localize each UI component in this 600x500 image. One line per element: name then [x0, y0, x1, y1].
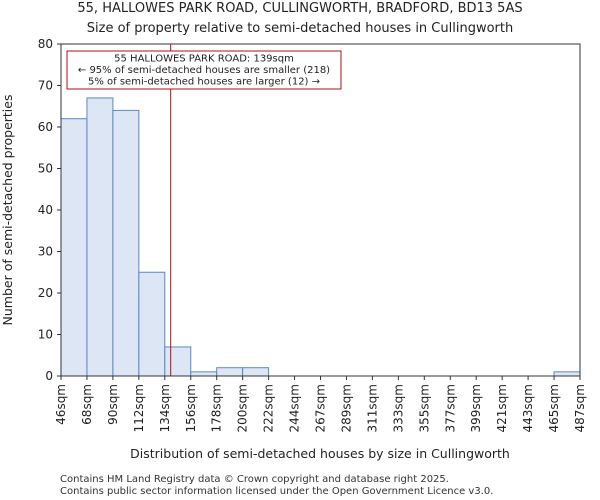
y-tick-label: 20	[38, 286, 53, 300]
histogram-bar	[190, 371, 218, 377]
x-tick-label: 222sqm	[262, 384, 276, 432]
y-tick-label: 80	[38, 37, 53, 51]
histogram-bar	[242, 367, 270, 377]
annotation-line-2: ← 95% of semi-detached houses are smalle…	[78, 65, 330, 76]
y-tick-label: 10	[38, 328, 53, 342]
y-tick-label: 70	[38, 79, 53, 93]
x-tick-label: 112sqm	[132, 384, 146, 432]
annotation-line-3: 5% of semi-detached houses are larger (1…	[88, 77, 320, 88]
y-tick-label: 0	[45, 369, 53, 383]
x-tick-label: 244sqm	[288, 384, 302, 432]
histogram-bar	[138, 271, 166, 377]
y-tick-label: 30	[38, 245, 53, 259]
annotation-box: 55 HALLOWES PARK ROAD: 139sqm ← 95% of s…	[66, 50, 342, 90]
y-tick-label: 40	[38, 203, 53, 217]
x-axis: 46sqm 68sqm 90sqm 112sqm 134sqm 156sqm 178sqm 2…	[54, 376, 587, 432]
x-tick-label: 200sqm	[236, 384, 250, 432]
x-tick-label: 178sqm	[210, 384, 224, 432]
chart-subtitle: Size of property relative to semi-detach…	[87, 21, 513, 36]
plot-frame	[60, 43, 581, 377]
histogram-bar	[216, 367, 244, 377]
x-tick-label: 465sqm	[547, 384, 561, 432]
x-tick-label: 311sqm	[365, 384, 379, 432]
x-tick-label: 134sqm	[158, 384, 172, 432]
footer-line-2: Contains public sector information licen…	[60, 486, 493, 497]
histogram-bar	[553, 371, 581, 377]
y-tick-label: 50	[38, 162, 53, 176]
y-tick-label: 60	[38, 120, 53, 134]
histogram-bar	[164, 346, 192, 377]
x-tick-label: 377sqm	[443, 384, 457, 432]
x-tick-label: 289sqm	[339, 384, 353, 432]
x-tick-label: 68sqm	[80, 384, 94, 425]
annotation-line-1: 55 HALLOWES PARK ROAD: 139sqm	[114, 54, 294, 65]
x-tick-label: 267sqm	[314, 384, 328, 432]
x-axis-label: Distribution of semi-detached houses by …	[130, 446, 510, 461]
histogram-bar	[112, 109, 140, 377]
histogram-bar	[60, 118, 88, 377]
histogram-bar	[86, 97, 114, 377]
bars-layer	[60, 97, 581, 377]
x-tick-label: 399sqm	[469, 384, 483, 432]
x-tick-label: 90sqm	[106, 384, 120, 425]
x-tick-label: 443sqm	[521, 384, 535, 432]
y-axis-label: Number of semi-detached properties	[0, 95, 15, 326]
annotation-frame	[66, 50, 342, 90]
x-tick-label: 421sqm	[495, 384, 509, 432]
x-tick-label: 487sqm	[573, 384, 587, 432]
x-tick-label: 355sqm	[417, 384, 431, 432]
chart-title: 55, HALLOWES PARK ROAD, CULLINGWORTH, BR…	[77, 1, 522, 16]
x-tick-label: 156sqm	[184, 384, 198, 432]
footer-line-1: Contains HM Land Registry data © Crown c…	[60, 474, 449, 485]
x-tick-label: 46sqm	[54, 384, 68, 425]
x-tick-label: 333sqm	[391, 384, 405, 432]
y-axis: 0 10 20 30 40 50 60 70 80	[38, 37, 61, 383]
